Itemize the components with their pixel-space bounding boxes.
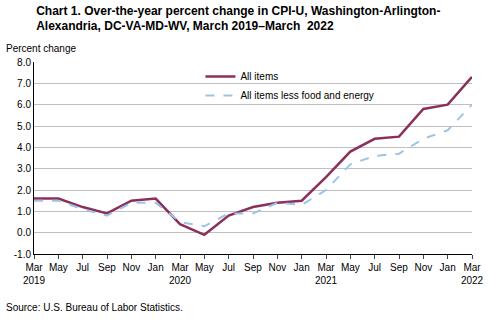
- svg-text:May: May: [341, 262, 360, 273]
- svg-text:3.0: 3.0: [17, 163, 31, 174]
- svg-text:Sep: Sep: [244, 262, 262, 273]
- svg-text:7.0: 7.0: [17, 78, 31, 89]
- svg-text:All items less food and energy: All items less food and energy: [240, 90, 373, 101]
- svg-text:1.0: 1.0: [17, 206, 31, 217]
- svg-text:Percent change: Percent change: [6, 43, 76, 54]
- svg-text:Chart 1. Over-the-year percent: Chart 1. Over-the-year percent change in…: [36, 4, 440, 34]
- svg-text:Jul: Jul: [368, 262, 381, 273]
- svg-text:Jul: Jul: [222, 262, 235, 273]
- svg-text:Sep: Sep: [98, 262, 116, 273]
- svg-text:-1.0: -1.0: [14, 249, 32, 260]
- svg-text:Sep: Sep: [390, 262, 408, 273]
- svg-text:Jan: Jan: [440, 262, 456, 273]
- svg-text:6.0: 6.0: [17, 99, 31, 110]
- svg-text:Jul: Jul: [76, 262, 89, 273]
- svg-text:Source: U.S. Bureau of Labor S: Source: U.S. Bureau of Labor Statistics.: [6, 302, 183, 313]
- svg-text:Nov: Nov: [122, 262, 140, 273]
- svg-text:Mar2022: Mar2022: [461, 262, 484, 286]
- svg-text:Nov: Nov: [268, 262, 286, 273]
- svg-text:Mar2020: Mar2020: [169, 262, 192, 286]
- svg-text:0.0: 0.0: [17, 227, 31, 238]
- svg-text:Mar2021: Mar2021: [315, 262, 338, 286]
- svg-text:All items: All items: [240, 71, 278, 82]
- svg-text:4.0: 4.0: [17, 142, 31, 153]
- svg-text:8.0: 8.0: [17, 57, 31, 68]
- svg-text:Nov: Nov: [414, 262, 432, 273]
- svg-text:May: May: [49, 262, 68, 273]
- svg-text:5.0: 5.0: [17, 121, 31, 132]
- svg-text:May: May: [195, 262, 214, 273]
- svg-text:Jan: Jan: [294, 262, 310, 273]
- svg-text:Jan: Jan: [148, 262, 164, 273]
- svg-text:2.0: 2.0: [17, 185, 31, 196]
- svg-text:Mar2019: Mar2019: [23, 262, 46, 286]
